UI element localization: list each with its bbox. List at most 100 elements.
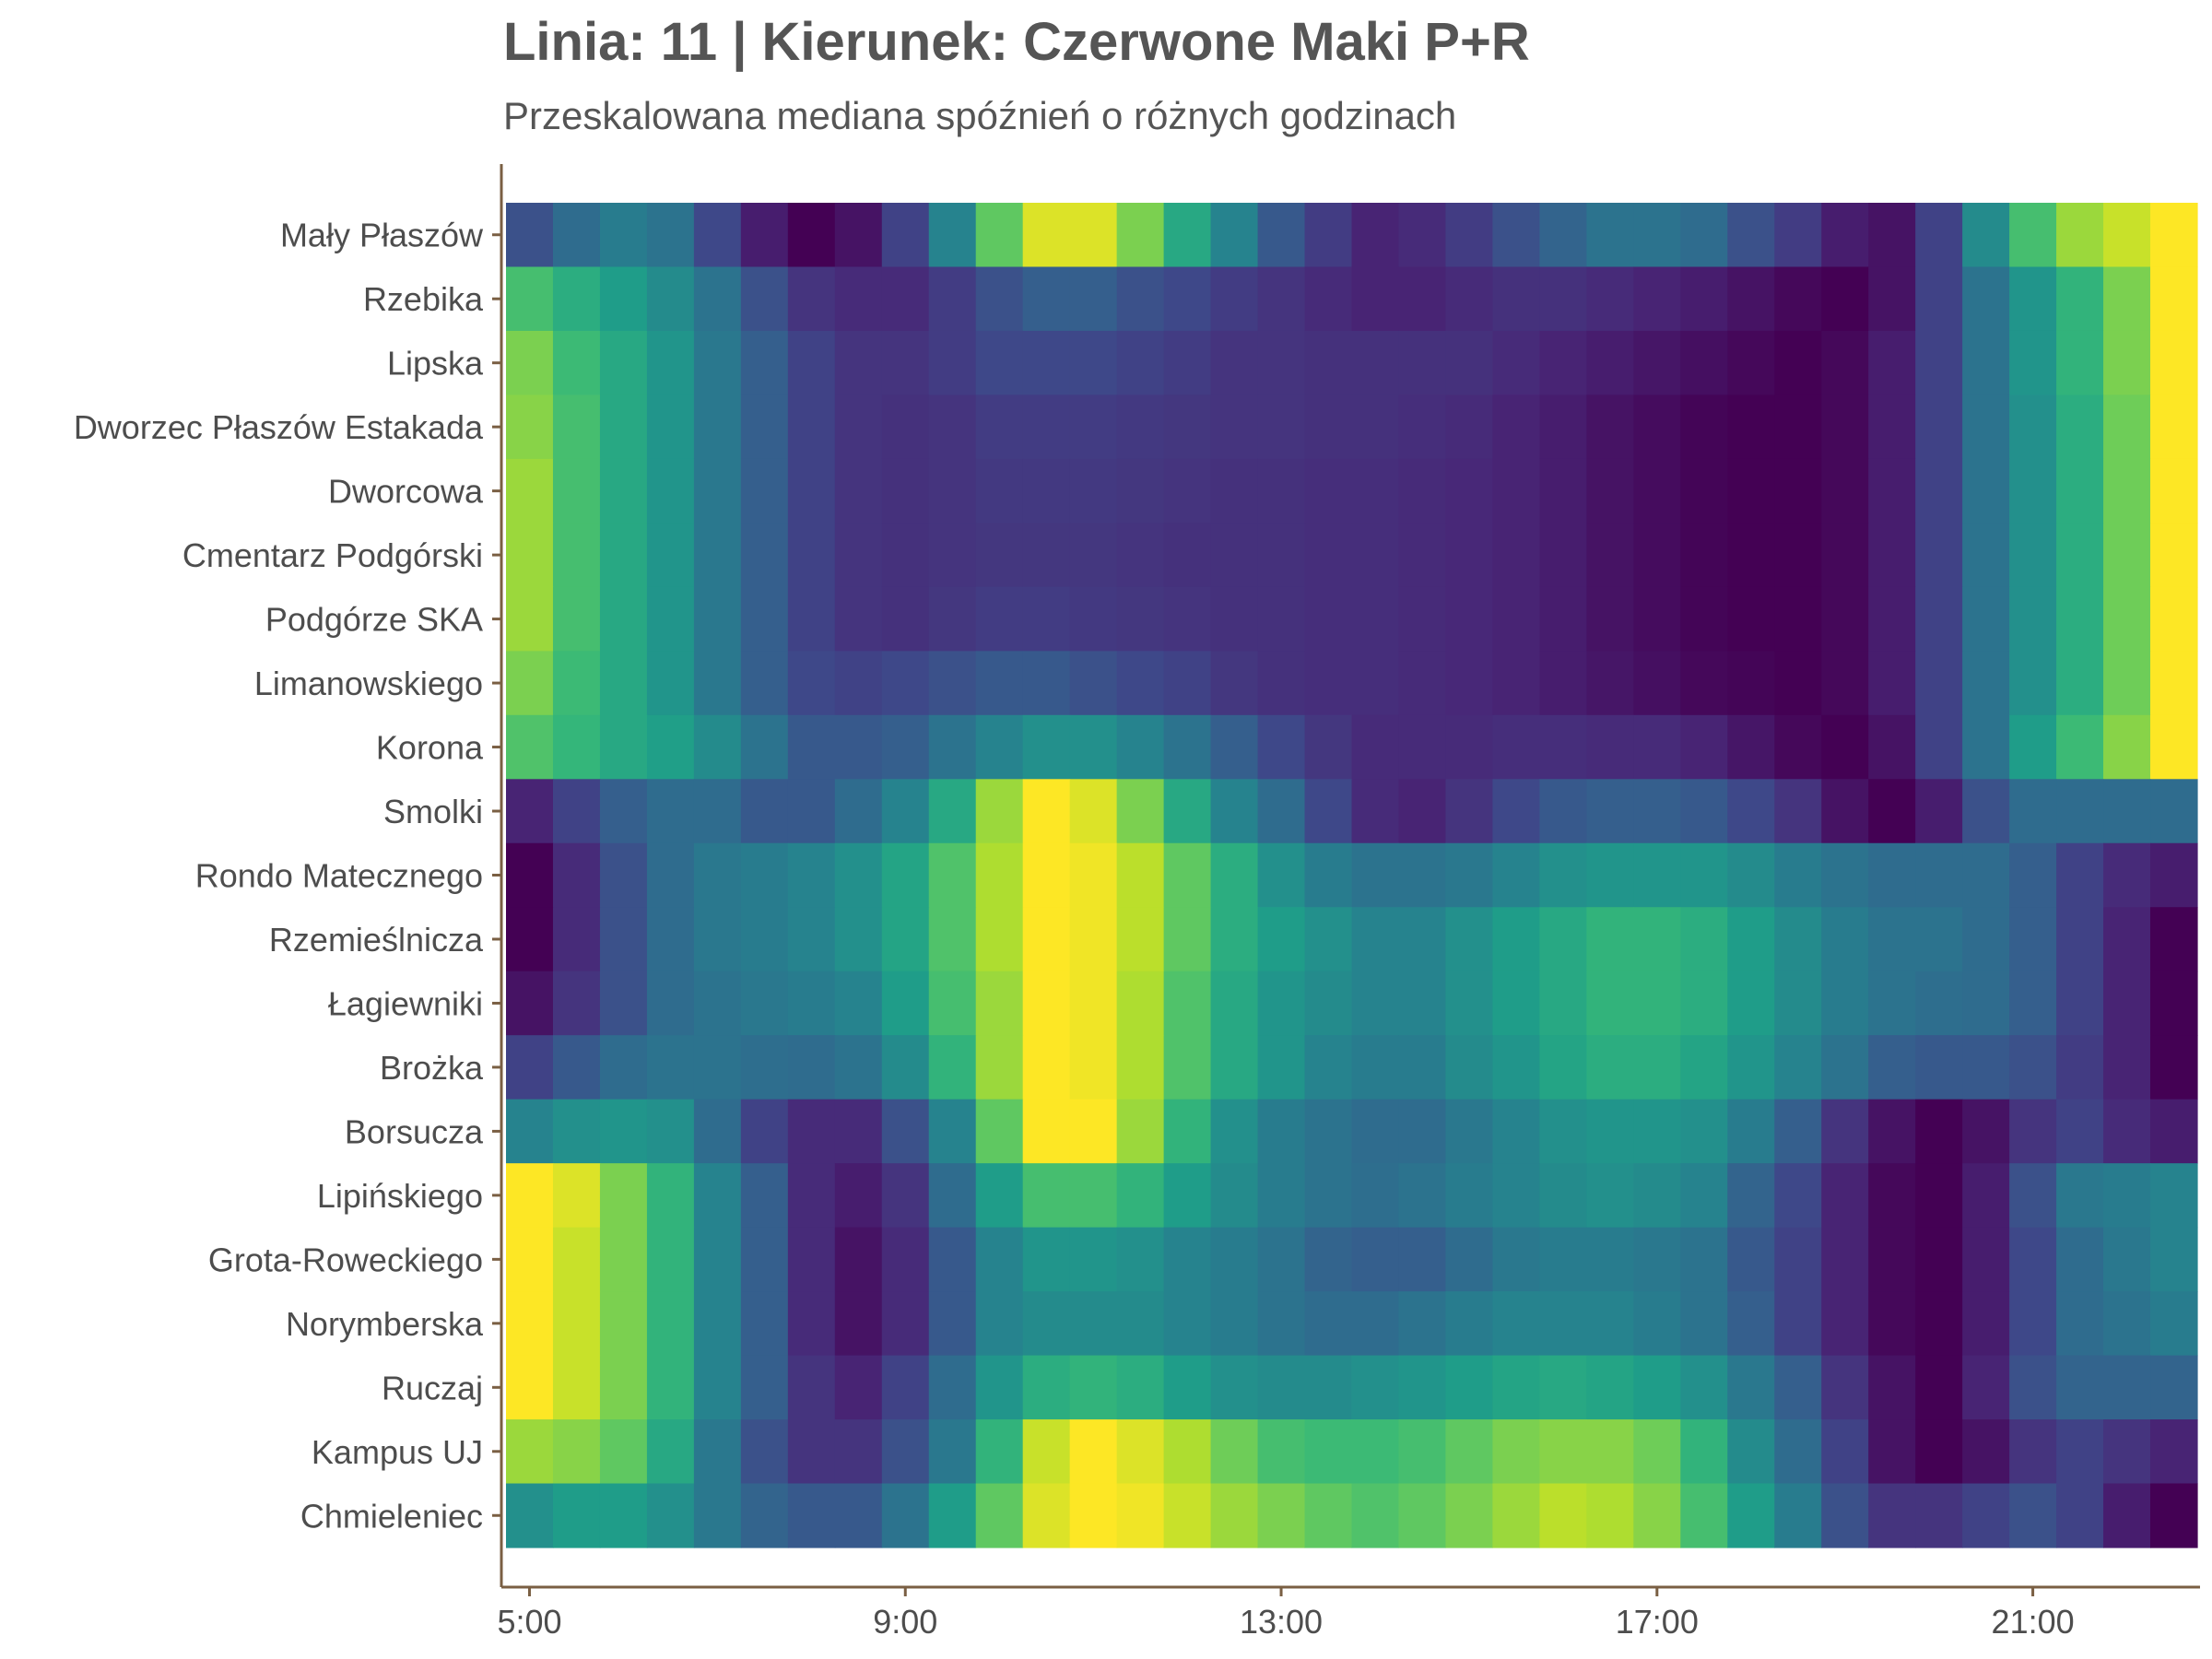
heatmap-cell (1868, 907, 1916, 972)
y-axis-label: Grota-Roweckiego (208, 1241, 483, 1278)
heatmap-cell (1210, 1355, 1259, 1420)
heatmap-cell (1445, 1099, 1494, 1164)
y-axis-label: Cmentarz Podgórski (182, 536, 483, 574)
heatmap-cell (1962, 714, 2010, 780)
heatmap-cell (1304, 203, 1353, 268)
heatmap-cell (1915, 1483, 1963, 1548)
heatmap-cell (1821, 1291, 1869, 1357)
heatmap-cell (2150, 1099, 2198, 1164)
heatmap-cell (1257, 714, 1306, 780)
heatmap-cell (693, 523, 742, 588)
heatmap-cell (1774, 1163, 1822, 1229)
heatmap-cell (599, 266, 648, 332)
y-axis-label: Rondo Matecznego (195, 857, 483, 895)
heatmap-cell (1257, 651, 1306, 716)
heatmap-cell (1586, 842, 1634, 908)
heatmap-cell (740, 1227, 789, 1292)
heatmap-cell (1022, 1227, 1071, 1292)
heatmap-cell (1445, 1035, 1494, 1100)
heatmap-cell (1774, 779, 1822, 844)
heatmap-cell (2056, 1099, 2104, 1164)
heatmap-cell (1492, 1227, 1540, 1292)
heatmap-cell (2103, 779, 2151, 844)
heatmap-cell (881, 1419, 930, 1485)
heatmap-cell (2009, 779, 2057, 844)
heatmap-cell (2150, 586, 2198, 652)
heatmap-cell (928, 266, 977, 332)
heatmap-cell (1962, 1227, 2010, 1292)
heatmap-cell (1022, 971, 1071, 1036)
heatmap-cell (1915, 1419, 1963, 1485)
heatmap-cell (1351, 842, 1400, 908)
heatmap-cell (1069, 907, 1118, 972)
heatmap-cell (1398, 586, 1447, 652)
heatmap-cell (1351, 1483, 1400, 1548)
heatmap-cell (1915, 1227, 1963, 1292)
heatmap-cell (834, 586, 883, 652)
heatmap-cell (2056, 907, 2104, 972)
heatmap-cell (1774, 266, 1822, 332)
heatmap-cell (881, 779, 930, 844)
heatmap-cell (2009, 971, 2057, 1036)
heatmap-cell (1398, 1035, 1447, 1100)
heatmap-cell (1304, 1163, 1353, 1229)
heatmap-cell (1727, 971, 1775, 1036)
heatmap-cell (693, 1227, 742, 1292)
heatmap-cell (1680, 330, 1728, 396)
heatmap-cell (1633, 203, 1681, 268)
heatmap-cell (2103, 1163, 2151, 1229)
heatmap-cell (740, 1291, 789, 1357)
heatmap-cell (693, 330, 742, 396)
heatmap-cell (975, 714, 1024, 780)
heatmap-cell (2103, 1419, 2151, 1485)
heatmap-cell (1868, 714, 1916, 780)
heatmap-cell (1774, 330, 1822, 396)
heatmap-cell (1915, 779, 1963, 844)
heatmap-cell (1492, 651, 1540, 716)
y-axis-label: Norymberska (286, 1305, 484, 1343)
heatmap-cell (2056, 1035, 2104, 1100)
heatmap-cell (928, 1227, 977, 1292)
heatmap-cell (2056, 1227, 2104, 1292)
heatmap-cell (881, 1099, 930, 1164)
heatmap-cell (2009, 1355, 2057, 1420)
heatmap-cell (1915, 458, 1963, 524)
heatmap-cell (2009, 203, 2057, 268)
heatmap-cell (2009, 330, 2057, 396)
y-axis-label: Korona (376, 729, 484, 767)
heatmap-cell (646, 1483, 695, 1548)
heatmap-cell (1774, 714, 1822, 780)
heatmap-cell (1492, 1483, 1540, 1548)
heatmap-cell (1351, 907, 1400, 972)
heatmap-cell (646, 1355, 695, 1420)
heatmap-cell (646, 330, 695, 396)
heatmap-cell (1915, 1035, 1963, 1100)
y-axis-labels: Mały Płaszów Rzebika Lipska Dworzec Płaszów… (74, 217, 501, 1535)
heatmap-cell (1680, 1419, 1728, 1485)
heatmap-cell (1445, 842, 1494, 908)
heatmap-cell (1680, 1163, 1728, 1229)
heatmap-cell (506, 907, 554, 972)
heatmap-cell (1727, 1163, 1775, 1229)
heatmap-cell (928, 394, 977, 460)
heatmap-cell (740, 1099, 789, 1164)
heatmap-cell (1304, 1291, 1353, 1357)
heatmap-cell (2009, 714, 2057, 780)
heatmap-cell (881, 842, 930, 908)
heatmap-cell (1116, 203, 1165, 268)
heatmap-cell (1351, 1419, 1400, 1485)
heatmap-cell (1915, 330, 1963, 396)
heatmap-cell (740, 1163, 789, 1229)
heatmap-cell (1539, 1483, 1587, 1548)
heatmap-cell (1586, 1227, 1634, 1292)
heatmap-cell (1821, 394, 1869, 460)
heatmap-cell (2056, 1483, 2104, 1548)
heatmap-cell (881, 1291, 930, 1357)
x-axis-label: 17:00 (1616, 1603, 1699, 1641)
heatmap-cell (1116, 1035, 1165, 1100)
heatmap-cell (1727, 1227, 1775, 1292)
heatmap-cell (1257, 1227, 1306, 1292)
heatmap-cell (1586, 523, 1634, 588)
heatmap-cell (834, 330, 883, 396)
heatmap-cell (1915, 394, 1963, 460)
